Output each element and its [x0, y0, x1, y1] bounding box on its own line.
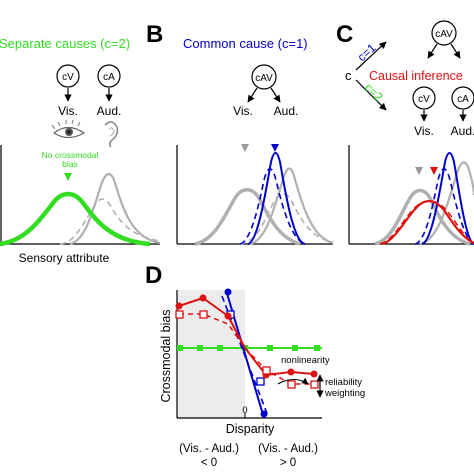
node-cav-c	[431, 20, 457, 46]
node-cv-label: cV	[62, 72, 74, 83]
xlabel-d: Disparity	[226, 422, 275, 436]
curve-a-aud	[69, 172, 161, 246]
curve-a-aud-dashed	[59, 198, 161, 245]
aud-label-b: Aud.	[274, 104, 299, 118]
panel-c: C cAV c c=1 c=2 Causal inference cV cA V…	[336, 20, 474, 246]
zero-label-d: 0	[242, 405, 247, 416]
gray-marker-b	[241, 144, 249, 152]
curve-b-common	[247, 152, 306, 245]
causal-inference-label: Causal inference	[369, 69, 463, 83]
curve-b-aud-dashed	[239, 193, 334, 245]
xlabel-a: Sensory attribute	[19, 251, 110, 265]
curve-c-common-dashed	[414, 167, 474, 245]
curve-c-inference	[382, 199, 474, 246]
right-label-1: (Vis. - Aud.)	[258, 443, 318, 455]
node-ca-c	[451, 86, 474, 110]
node-cv-c-label: cV	[418, 94, 430, 105]
node-ca-c-label: cA	[457, 94, 469, 105]
panel-c-letter: C	[336, 21, 353, 48]
node-cv-c	[412, 86, 436, 110]
c1-label: c=1	[355, 40, 379, 64]
green-marker-a	[64, 173, 72, 181]
red-marker-c	[430, 167, 438, 175]
blue-point-bottom	[260, 410, 268, 418]
arrow-c2	[355, 79, 387, 111]
node-cav-b	[251, 64, 277, 90]
ylabel-d: Crossmodal bias	[159, 309, 173, 402]
blue-marker-b	[271, 144, 279, 152]
vis-label-b: Vis.	[233, 104, 253, 118]
panel-a-title: Separate causes (c=2)	[0, 36, 130, 51]
node-cav-b-label: cAV	[255, 73, 273, 84]
curve-c-vis	[374, 188, 471, 246]
arrow-c-top-aud	[450, 43, 461, 59]
arrow-b-aud	[270, 87, 281, 103]
node-cv	[56, 64, 80, 88]
no-bias-note-line1: No crossmodal	[42, 150, 99, 160]
panel-d: D Crossmodal bias 0 Disparity (Vis. - Au…	[145, 262, 365, 469]
panel-b: B Common cause (c=1) cAV Vis. Aud.	[146, 21, 334, 246]
panel-a: Separate causes (c=2) cV cA Vis. Aud. No…	[0, 36, 161, 265]
reliability-label-2: weighting	[324, 388, 365, 399]
right-label-2: > 0	[280, 457, 296, 469]
c-label: c	[345, 68, 352, 83]
curve-c-common	[421, 152, 474, 245]
nonlinearity-label: nonlinearity	[281, 355, 330, 366]
reliability-label-1: reliability	[325, 377, 362, 388]
left-label-1: (Vis. - Aud.)	[179, 443, 239, 455]
arrow-c1	[355, 41, 387, 71]
curve-a-vis	[0, 191, 151, 247]
node-ca-label: cA	[103, 72, 115, 83]
arrow-c-top-vis	[427, 43, 438, 59]
panel-d-letter: D	[145, 262, 162, 289]
negative-disparity-shade	[177, 290, 245, 418]
no-bias-note-line2: bias	[62, 159, 78, 169]
blue-open-square-2	[256, 377, 265, 386]
gray-marker-c	[415, 167, 423, 175]
curve-b-vis	[194, 188, 301, 246]
nonlinearity-arrow	[277, 377, 309, 385]
blue-point-top	[224, 288, 232, 296]
node-ca	[97, 64, 121, 88]
vis-label-c: Vis.	[414, 124, 434, 138]
left-label-2: < 0	[201, 457, 217, 469]
node-cav-c-label: cAV	[435, 29, 453, 40]
aud-label-a: Aud.	[97, 104, 122, 118]
aud-label-c: Aud.	[451, 124, 474, 138]
eye-icon	[51, 119, 86, 139]
c2-label: c=2	[362, 80, 386, 104]
panel-b-title: Common cause (c=1)	[183, 36, 308, 51]
vis-label-a: Vis.	[58, 104, 78, 118]
arrow-b-vis	[247, 87, 258, 103]
panel-b-letter: B	[146, 21, 163, 48]
ear-icon	[104, 121, 119, 148]
